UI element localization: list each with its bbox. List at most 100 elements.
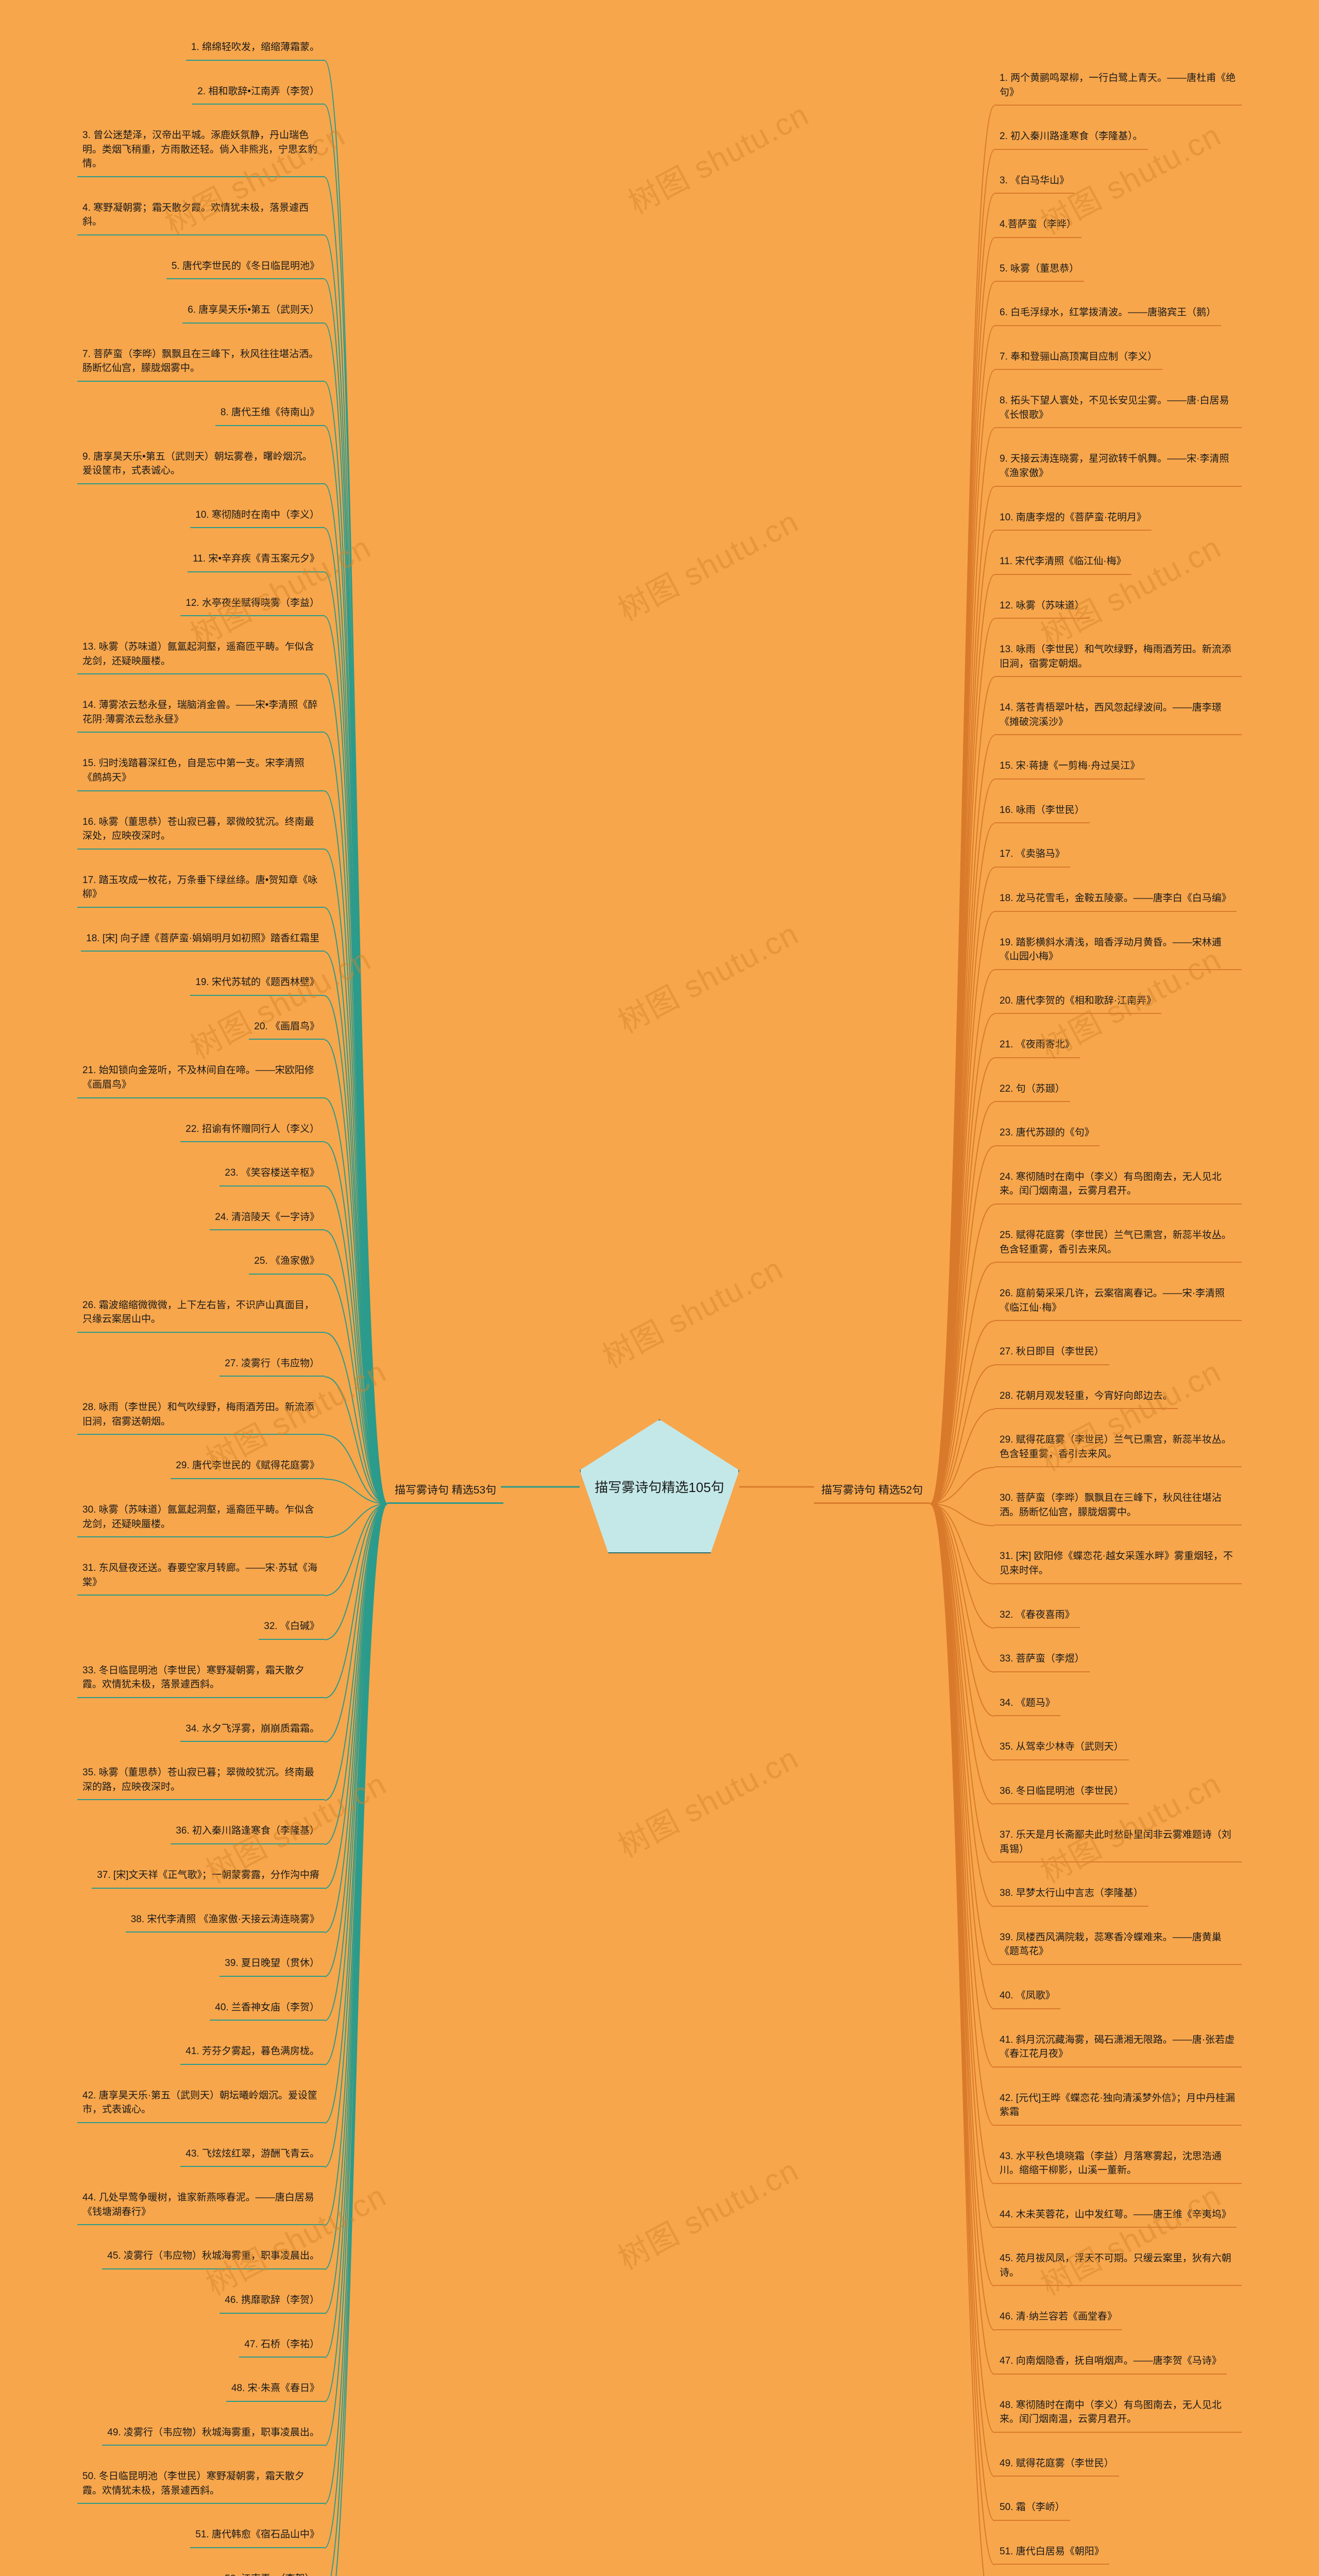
leaf-item: 32. 《春夜喜雨》 (994, 1604, 1080, 1629)
leaf-item: 24. 清涪陵天《一字诗》 (210, 1206, 325, 1231)
leaf-item: 20. 唐代李贺的《相和歌辞·江南弄》 (994, 990, 1161, 1014)
leaf-item: 7. 奉和登骊山高顶寓目应制（李义） (994, 346, 1162, 370)
leaf-item: 43. 飞炫炫红翠，游酬飞青云。 (180, 2143, 325, 2167)
leaf-item: 9. 唐享昊天乐•第五（武则天）朝坛雾卷，曙岭烟沉。爰设筐市，式表诚心。 (77, 446, 325, 484)
leaf-item: 44. 木未芙蓉花，山中发红萼。——唐王维《辛夷坞》 (994, 2204, 1237, 2228)
leaf-column-left: 1. 绵绵轻吹发，缩缩薄霜蒙。 2. 相和歌辞•江南弄（李贺） 3. 曾公迷楚泽，汉… (67, 36, 325, 2576)
leaf-item: 35. 咏雾（董思恭）苍山寂已暮；翠微皎犹沉。终南最深的路，应映夜深时。 (77, 1761, 325, 1800)
leaf-item: 48. 寒彻随时在南中（李义）有鸟图南去，无人见北来。闰门烟南温，云雾月君开。 (994, 2394, 1242, 2433)
leaf-item: 26. 庭前菊采采几许，云案宿离春记。——宋·李清照《临江仙·梅》 (994, 1282, 1242, 1321)
leaf-item: 30. 菩萨蛮（李晔）飘飘且在三峰下，秋风往往堪沾洒。肠断忆仙宫，朦胧烟雾中。 (994, 1487, 1242, 1526)
leaf-item: 30. 咏雾（苏味道）氤氲起洞壑，遥裔匝平畴。乍似含龙剑，还疑映蜃楼。 (77, 1499, 325, 1537)
leaf-item: 19. 宋代苏轼的《题西林壁》 (190, 971, 325, 996)
leaf-item: 2. 相和歌辞•江南弄（李贺） (192, 80, 325, 105)
leaf-item: 36. 初入秦川路逢寒食（李隆基） (171, 1820, 325, 1844)
leaf-item: 32. 《白碱》 (259, 1615, 325, 1640)
leaf-item: 38. 早梦太行山中言志（李隆基） (994, 1882, 1148, 1907)
leaf-item: 15. 宋·蒋捷《一剪梅·舟过吴江》 (994, 755, 1145, 779)
leaf-item: 41. 斜月沉沉藏海雾，碣石潇湘无限路。——唐·张若虚《春江花月夜》 (994, 2029, 1242, 2067)
leaf-item: 46. 携靡歌辞（李贺） (219, 2289, 325, 2314)
leaf-item: 28. 花朝月观发轻重，今宵好向郎边去。 (994, 1385, 1178, 1410)
leaf-item: 14. 落苍青梧翠叶枯，西风忽起绿波间。——唐李璟《摊破浣溪沙》 (994, 697, 1242, 735)
leaf-item: 42. [元代]王晔《蝶恋花·独向清溪梦外信》；月中丹桂漏紫霜 (994, 2087, 1242, 2126)
leaf-item: 23. 唐代苏颋的《句》 (994, 1122, 1100, 1146)
leaf-item: 45. 凌雾行（韦应物）秋城海雾重，职事凌晨出。 (102, 2245, 325, 2269)
leaf-item: 52. 江南弄。（李贺）。 (219, 2568, 325, 2576)
leaf-item: 40. 兰香神女庙（李贺） (210, 1996, 325, 2021)
leaf-item: 31. [宋] 欧阳修《蝶恋花·越女采莲水畔》雾重烟轻，不见来时伴。 (994, 1545, 1242, 1584)
leaf-item: 10. 南唐李煜的《菩萨蛮·花明月》 (994, 506, 1152, 531)
leaf-item: 22. 句（苏颋） (994, 1078, 1070, 1103)
leaf-item: 8. 拓头下望人寰处，不见长安见尘雾。——唐·白居易《长恨歌》 (994, 389, 1242, 428)
leaf-item: 12. 咏雾（苏味道） (994, 595, 1090, 619)
leaf-item: 50. 冬日临昆明池（李世民）寒野凝朝雾，霜天散夕霞。欢情犹未极，落景遽西斜。 (77, 2465, 325, 2504)
leaf-item: 6. 唐享昊天乐•第五（武则天） (182, 299, 325, 324)
leaf-item: 27. 凌雾行（韦应物） (219, 1352, 325, 1377)
leaf-item: 22. 招谕有怀赠同行人（李义） (180, 1118, 325, 1143)
leaf-item: 20. 《画眉鸟》 (249, 1015, 325, 1040)
watermark-text: 树图 shutu.cn (619, 90, 816, 223)
leaf-item: 39. 凤楼西风满院栽，蕊寒香冷蝶难来。——唐黄巢《题茑花》 (994, 1926, 1242, 1965)
leaf-item: 39. 夏日晚望（贯休） (219, 1952, 325, 1977)
leaf-item: 51. 唐代韩愈《宿石品山中》 (190, 2523, 325, 2548)
leaf-item: 45. 苑月祓风凤，浮天不可期。只缓云案里，狄有六朝诗。 (994, 2247, 1242, 2286)
leaf-item: 1. 两个黄鹂鸣翠柳，一行白鹭上青天。——唐杜甫《绝句》 (994, 67, 1242, 106)
leaf-item: 46. 清·纳兰容若《画堂春》 (994, 2306, 1122, 2330)
leaf-item: 31. 东风昼夜还送。春要空家月转廊。——宋·苏轼《海棠》 (77, 1557, 325, 1596)
watermark-text: 树图 shutu.cn (594, 1244, 790, 1377)
branch-label-left: 描写雾诗句 精选53句 (387, 1477, 503, 1504)
leaf-item: 10. 寒彻随时在南中（李义） (190, 504, 325, 529)
leaf-item: 29. 赋得花庭雾（李世民）兰气已熏宫，新蕊半妆丛。色含轻重雾，香引去来风。 (994, 1429, 1242, 1467)
center-label: 描写雾诗句精选105句 (595, 1477, 724, 1496)
leaf-item: 24. 寒彻随时在南中（李义）有鸟图南去，无人见北来。闰门烟南温，云雾月君开。 (994, 1166, 1242, 1205)
leaf-item: 11. 宋•辛弃疾《青玉案元夕》 (188, 548, 325, 572)
leaf-item: 8. 唐代王维《待南山》 (215, 401, 325, 426)
leaf-item: 27. 秋日即目（李世民） (994, 1341, 1109, 1365)
leaf-item: 4. 寒野凝朝雾；霜天散夕霞。欢情犹未极，落景遽西斜。 (77, 197, 325, 235)
leaf-item: 6. 白毛浮绿水，红掌拨清波。——唐骆宾王（鹅） (994, 301, 1221, 326)
center-node: 描写雾诗句精选105句 (580, 1419, 739, 1553)
leaf-item: 25. 《渔家傲》 (249, 1250, 325, 1275)
leaf-item: 13. 咏雨（李世民）和气吹绿野，梅雨酒芳田。新流添旧涧，宿雾定朝烟。 (994, 638, 1242, 677)
watermark-text: 树图 shutu.cn (609, 497, 805, 630)
leaf-item: 51. 唐代白居易《朝阳》 (994, 2540, 1109, 2565)
leaf-item: 9. 天接云涛连晓雾，星河欲转千帆舞。——宋·李清照《渔家傲》 (994, 448, 1242, 486)
leaf-item: 11. 宋代李清照《临江仙·梅》 (994, 550, 1131, 575)
leaf-item: 16. 咏雨（李世民） (994, 799, 1090, 824)
center-pentagon: 描写雾诗句精选105句 (580, 1419, 739, 1553)
leaf-item: 33. 菩萨蛮（李煜） (994, 1648, 1090, 1672)
leaf-item: 33. 冬日临昆明池（李世民）寒野凝朝雾，霜天散夕霞。欢情犹未极，落景遽西斜。 (77, 1659, 325, 1698)
leaf-column-right: 1. 两个黄鹂鸣翠柳，一行白鹭上青天。——唐杜甫《绝句》 2. 初入秦川路逢寒食（… (994, 67, 1252, 2576)
leaf-item: 48. 宋·朱熹《春日》 (226, 2377, 325, 2402)
watermark-text: 树图 shutu.cn (609, 909, 805, 1042)
leaf-item: 47. 向南烟隐香，抚自哨烟声。——唐李贺《马诗》 (994, 2350, 1227, 2375)
leaf-item: 37. [宋]文天祥《正气歌》；一朝蒙雾露，分作沟中瘠 (92, 1864, 325, 1889)
leaf-item: 34. 《题马》 (994, 1692, 1060, 1717)
leaf-item: 19. 踏影横斜水清浅，暗香浮动月黄昏。——宋林逋《山园小梅》 (994, 931, 1242, 970)
watermark-text: 树图 shutu.cn (609, 1734, 805, 1867)
leaf-item: 23. 《笑容楼送辛枢》 (219, 1162, 325, 1187)
leaf-item: 21. 《夜雨寄北》 (994, 1033, 1080, 1058)
leaf-item: 15. 归时浅踏暮深红色，自是忘中第一支。宋李清照《鹧鸪天》 (77, 752, 325, 791)
leaf-item: 14. 薄雾浓云愁永昼，瑞脑消金兽。——宋•李清照《醉花阴·薄雾浓云愁永昼》 (77, 694, 325, 733)
leaf-item: 37. 乐天是月长斋鄙夫此时愁卧里闰非云雾难题诗（刘禹锡） (994, 1824, 1242, 1862)
leaf-item: 36. 冬日临昆明池（李世民） (994, 1780, 1129, 1805)
leaf-item: 3. 曾公迷楚泽，汉帝出平城。涿鹿妖氛静，丹山瑞色明。类烟飞稍重，方雨散还轻。倘… (77, 124, 325, 177)
leaf-item: 41. 芳芬夕雾起，暮色满房栊。 (180, 2040, 325, 2065)
leaf-item: 44. 几处早莺争暖树，谁家新燕啄春泥。——唐白居易《钱塘湖春行》 (77, 2187, 325, 2225)
leaf-item: 1. 绵绵轻吹发，缩缩薄霜蒙。 (186, 36, 325, 61)
leaf-item: 35. 从驾幸少林寺（武则天） (994, 1736, 1129, 1760)
leaf-item: 5. 唐代李世民的《冬日临昆明池》 (166, 255, 325, 280)
leaf-item: 7. 菩萨蛮（李晔）飘飘且在三峰下，秋风往往堪沾洒。肠断忆仙宫，朦胧烟雾中。 (77, 343, 325, 382)
leaf-item: 18. [宋] 向子諲《菩萨蛮·娟娟明月如初照》踏香红霜里 (81, 927, 325, 952)
leaf-item: 50. 霜（李峤） (994, 2496, 1070, 2521)
leaf-item: 2. 初入秦川路逢寒食（李隆基）。 (994, 125, 1148, 150)
leaf-item: 21. 始知锁向金笼听，不及林间自在啼。——宋欧阳修《画眉鸟》 (77, 1059, 325, 1098)
leaf-item: 16. 咏雾（董思恭）苍山寂已暮，翠微皎犹沉。终南最深处，应映夜深时。 (77, 811, 325, 850)
watermark-text: 树图 shutu.cn (609, 2146, 805, 2279)
leaf-item: 40. 《凤歌》 (994, 1985, 1060, 2009)
leaf-item: 25. 赋得花庭雾（李世民）兰气已熏宫，新蕊半妆丛。色含轻重雾，香引去来风。 (994, 1224, 1242, 1263)
leaf-item: 12. 水亭夜坐赋得晓雾（李益） (180, 592, 325, 617)
leaf-item: 3. 《白马华山》 (994, 170, 1074, 194)
leaf-item: 42. 唐享昊天乐·第五（武则天）朝坛曦岭烟沉。爰设筐市，式表诚心。 (77, 2084, 325, 2123)
